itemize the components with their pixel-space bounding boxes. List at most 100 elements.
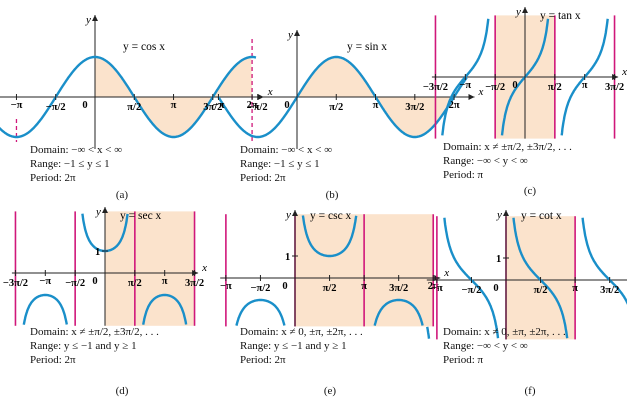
y-axis-label: y <box>95 206 101 218</box>
range-text: Range: −1 ≤ y ≤ 1 <box>240 158 320 170</box>
x-tick-label: 2π <box>428 281 439 292</box>
x-tick-label: π <box>162 276 168 287</box>
x-tick-label: −π/2 <box>248 102 268 113</box>
x-tick-label: π <box>373 100 379 111</box>
function-label: y = csc x <box>310 210 352 222</box>
x-tick-label: −π <box>11 100 23 111</box>
x-tick-label: 3π/2 <box>605 82 624 93</box>
panel-sin: x y y = sin x −π −π/2 0 π/2 π 3π/2 2π Domain: −∞ … <box>213 5 484 210</box>
range-text: Range: −1 ≤ y ≤ 1 <box>30 158 110 170</box>
x-tick-label: −π/2 <box>65 278 85 289</box>
y-axis-label: y <box>85 14 91 26</box>
x-tick-label: 3π/2 <box>203 102 222 113</box>
domain-text: Domain: −∞ < x < ∞ <box>240 144 333 156</box>
function-curve <box>142 293 188 325</box>
panel-sec: x y y = sec x −3π/2 −π −π/2 0 π/2 π 3π/2 1 Domain:… <box>3 205 215 410</box>
y-axis-label: y <box>285 209 291 221</box>
domain-text: Domain: x ≠ ±π/2, ±3π/2, . . . <box>30 326 159 338</box>
x-tick-label: 0 <box>282 281 287 292</box>
x-tick-label: −3π/2 <box>423 82 448 93</box>
x-tick-label: 3π/2 <box>405 102 424 113</box>
x-tick-label: 3π/2 <box>600 285 619 296</box>
graph-csc: x y y = csc x −π −π/2 0 π/2 π 3π/2 2π 1 <box>220 209 449 327</box>
x-tick-label: −π <box>431 283 443 294</box>
range-text: Range: −∞ < y < ∞ <box>443 155 528 167</box>
x-tick-label: −π <box>213 100 225 111</box>
domain-text: Domain: x ≠ 0, ±π, ±2π, . . . <box>240 326 363 338</box>
y-tick-label: 1 <box>285 252 290 263</box>
period-text: Period: π <box>443 169 484 181</box>
info-sec: Domain: x ≠ ±π/2, ±3π/2, . . . Range: y … <box>30 325 159 367</box>
graph-sin: x y y = sin x −π −π/2 0 π/2 π 3π/2 2π <box>213 29 484 149</box>
x-axis-label: x <box>267 86 273 98</box>
period-shading <box>297 57 455 137</box>
x-tick-label: π/2 <box>534 285 548 296</box>
function-label: y = cos x <box>123 41 165 53</box>
x-tick-label: π/2 <box>548 82 562 93</box>
function-label: y = sin x <box>347 41 387 53</box>
y-axis-arrow <box>92 15 98 21</box>
x-tick-label: π/2 <box>128 278 142 289</box>
panel-csc: x y y = csc x −π −π/2 0 π/2 π 3π/2 2π 1 Domain: x … <box>220 205 449 410</box>
function-curve <box>426 326 431 339</box>
info-tan: Domain: x ≠ ±π/2, ±3π/2, . . . Range: −∞… <box>443 140 572 182</box>
x-axis-label: x <box>443 267 449 279</box>
y-axis-label: y <box>515 6 521 18</box>
period-shading <box>105 211 195 326</box>
period-text: Period: 2π <box>30 172 76 184</box>
period-text: Period: 2π <box>240 172 286 184</box>
function-label: y = cot x <box>521 210 562 222</box>
function-curve <box>235 298 286 326</box>
period-text: Period: 2π <box>240 354 286 366</box>
info-csc: Domain: x ≠ 0, ±π, ±2π, . . . Range: y ≤… <box>240 325 363 367</box>
panel-cos: x y y = cos x −π −π/2 0 π/2 π 3π/2 2π Domain: −∞ … <box>0 5 273 210</box>
x-tick-label: 3π/2 <box>185 278 204 289</box>
period-text: Period: π <box>443 354 484 366</box>
range-text: Range: y ≤ −1 and y ≥ 1 <box>240 340 347 352</box>
x-tick-label: −π <box>220 281 232 292</box>
domain-text: Domain: −∞ < x < ∞ <box>30 144 123 156</box>
info-cos: Domain: −∞ < x < ∞ Range: −1 ≤ y ≤ 1 Per… <box>30 143 122 185</box>
x-tick-label: −3π/2 <box>3 278 28 289</box>
y-axis-label: y <box>287 29 293 41</box>
caption-d: (d) <box>115 385 129 397</box>
caption-b: (b) <box>325 189 339 201</box>
x-tick-label: 2π <box>449 100 460 111</box>
function-label: y = tan x <box>540 10 581 22</box>
x-tick-label: 0 <box>493 283 498 294</box>
panel-tan: x y y = tan x −3π/2 −π −π/2 0 π π/2 3π/2 Domain: … <box>423 5 627 210</box>
x-tick-label: −π <box>39 276 51 287</box>
graph-cot: x y y = cot x −π −π/2 0 π/2 π 3π/2 2π 1 <box>426 209 627 340</box>
function-curve <box>22 293 68 325</box>
range-text: Range: −∞ < y < ∞ <box>443 340 528 352</box>
x-tick-label: π/2 <box>329 102 343 113</box>
graph-tan: x y y = tan x −3π/2 −π −π/2 0 π π/2 3π/2 <box>423 6 627 139</box>
caption-a: (a) <box>115 189 129 201</box>
y-axis-arrow <box>102 207 108 213</box>
graph-cos: x y y = cos x −π −π/2 0 π/2 π 3π/2 2π <box>0 14 273 149</box>
info-cot: Domain: x ≠ 0, ±π, ±2π, . . . Range: −∞ … <box>443 325 566 367</box>
x-tick-label: π <box>572 283 578 294</box>
caption-c: (c) <box>523 185 537 197</box>
y-axis-arrow <box>503 210 509 216</box>
panel-cot: x y y = cot x −π −π/2 0 π/2 π 3π/2 2π 1 Domain: x … <box>425 205 627 410</box>
x-tick-label: π/2 <box>127 102 141 113</box>
x-axis-label: x <box>478 86 484 98</box>
x-tick-label: π <box>361 281 367 292</box>
function-label: y = sec x <box>120 210 162 222</box>
x-tick-label: −π/2 <box>485 82 505 93</box>
x-axis-arrow <box>192 270 199 276</box>
domain-text: Domain: x ≠ ±π/2, ±3π/2, . . . <box>443 141 572 153</box>
x-tick-label: 0 <box>82 100 87 111</box>
x-tick-label: 0 <box>92 276 97 287</box>
graph-sec: x y y = sec x −3π/2 −π −π/2 0 π/2 π 3π/2 1 <box>3 206 207 326</box>
x-axis-label: x <box>201 262 207 274</box>
y-tick-label: 1 <box>496 254 501 265</box>
domain-text: Domain: x ≠ 0, ±π, ±2π, . . . <box>443 326 566 338</box>
range-text: Range: y ≤ −1 and y ≥ 1 <box>30 340 137 352</box>
y-axis-arrow <box>294 30 300 36</box>
x-tick-label: π <box>582 80 588 91</box>
caption-e: (e) <box>323 385 337 397</box>
x-tick-label: 0 <box>284 100 289 111</box>
x-tick-label: 2π <box>247 100 258 111</box>
